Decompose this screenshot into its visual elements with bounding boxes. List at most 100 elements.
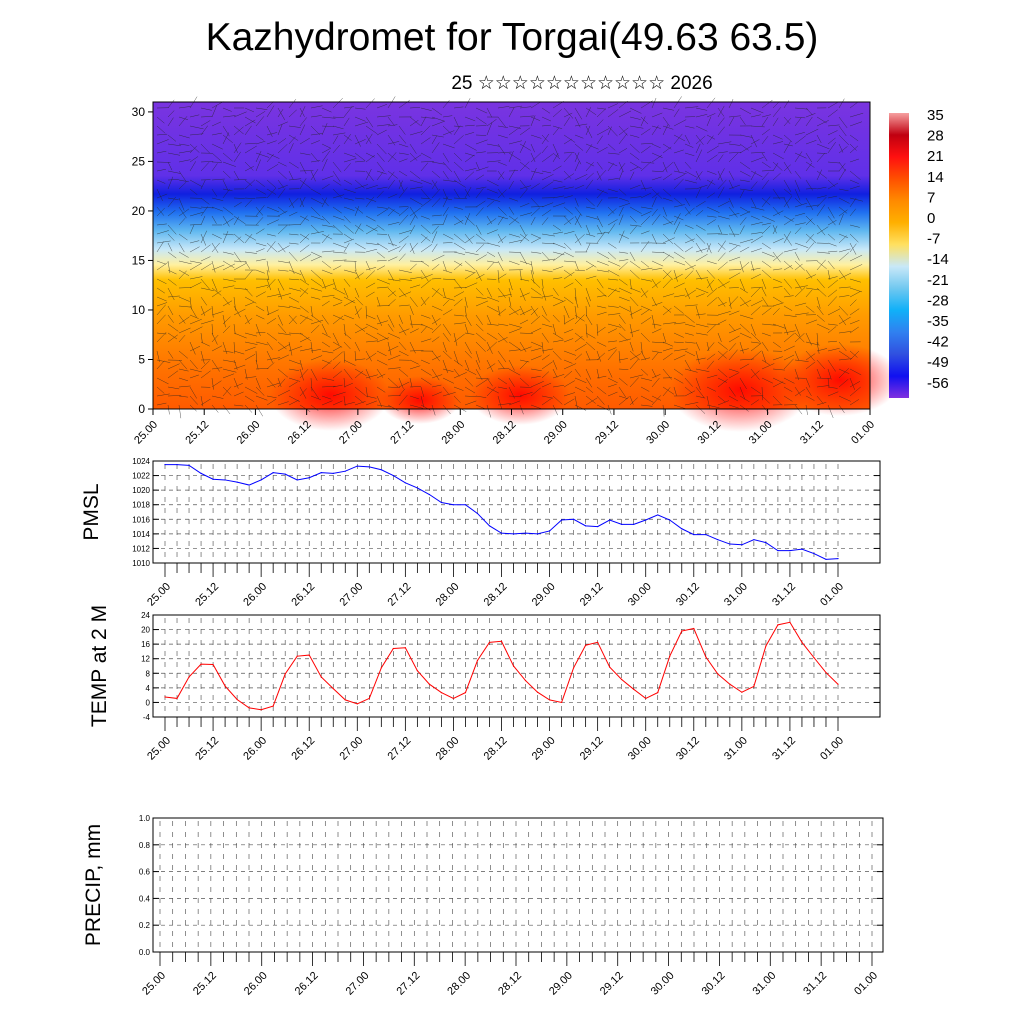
wind-barb — [475, 139, 488, 145]
wind-barb — [651, 97, 657, 109]
wind-barb — [530, 233, 541, 239]
wind-barb — [288, 346, 303, 352]
wind-barb — [838, 213, 844, 226]
wind-barb — [728, 245, 738, 253]
wind-barb — [178, 327, 191, 334]
wind-barb — [321, 269, 333, 275]
wind-barb — [673, 242, 684, 252]
wind-barb — [332, 144, 341, 154]
wind-barb — [761, 359, 770, 366]
wind-barb — [200, 116, 213, 118]
wind-barb — [200, 287, 214, 291]
wind-barb — [541, 361, 553, 370]
y-tick-label: 30 — [132, 105, 146, 119]
wind-barb — [618, 350, 621, 364]
wind-barb — [662, 161, 668, 173]
wind-barb — [354, 116, 366, 122]
wind-barb — [717, 179, 727, 190]
wind-barb — [684, 287, 691, 299]
wind-barb — [321, 314, 329, 325]
wind-barb — [706, 287, 718, 298]
wind-barb — [838, 163, 846, 172]
wind-barb — [849, 287, 863, 293]
wind-barb — [233, 377, 239, 389]
wind-barb — [464, 341, 472, 354]
wind-barb — [618, 396, 630, 406]
wind-barb — [475, 224, 482, 235]
wind-barb — [409, 296, 418, 307]
wind-barb — [519, 161, 530, 170]
wind-barb — [827, 137, 836, 145]
wind-barb — [816, 120, 829, 127]
wind-barb — [332, 170, 341, 182]
wind-barb — [618, 314, 626, 324]
wind-barb — [277, 287, 283, 300]
wind-barb — [387, 124, 398, 127]
wind-barb — [343, 341, 351, 350]
wind-barb — [453, 220, 464, 226]
wind-barb — [167, 143, 181, 147]
wind-barb — [321, 377, 335, 381]
wind-barb — [596, 350, 602, 362]
wind-barb — [695, 341, 701, 351]
wind-barb — [156, 296, 167, 302]
wind-barb — [486, 305, 499, 313]
wind-barb — [332, 242, 347, 249]
wind-barb — [497, 260, 504, 272]
x-tick-label: 31.12 — [770, 735, 798, 763]
wind-barb — [189, 156, 199, 163]
wind-barb — [695, 200, 706, 208]
wind-barb — [431, 374, 443, 379]
colorbar-label: 7 — [927, 189, 935, 206]
wind-barb — [453, 135, 464, 145]
wind-barb — [618, 161, 624, 172]
wind-barb — [618, 197, 629, 202]
wind-barb — [365, 305, 367, 319]
wind-barb — [662, 307, 672, 316]
wind-barb — [409, 107, 421, 109]
wind-barb — [519, 161, 530, 172]
pmsl-point — [320, 472, 322, 474]
wind-barb — [596, 305, 607, 309]
wind-barb — [420, 116, 435, 119]
wind-barb — [464, 386, 476, 394]
wind-barb — [695, 149, 703, 163]
wind-barb — [354, 368, 367, 377]
wind-barb — [332, 135, 339, 145]
wind-barb — [849, 242, 857, 255]
wind-barb — [398, 243, 407, 253]
wind-barb — [750, 350, 762, 361]
wind-barb — [255, 305, 265, 312]
wind-barb — [827, 233, 836, 241]
wind-barb — [508, 341, 521, 350]
wind-barb — [827, 377, 830, 388]
wind-barb — [343, 332, 352, 340]
wind-barb — [189, 386, 197, 399]
wind-barb — [332, 125, 344, 130]
wind-barb — [442, 130, 455, 136]
wind-barb — [497, 206, 507, 216]
wind-barb — [607, 188, 618, 193]
wind-barb — [376, 208, 389, 217]
wind-barb — [420, 273, 433, 280]
wind-barb — [365, 340, 378, 343]
wind-barb — [618, 251, 628, 254]
wind-barb — [233, 179, 247, 181]
temp-point — [789, 621, 791, 623]
wind-barb — [299, 197, 304, 208]
wind-barb — [255, 242, 267, 247]
wind-barb — [178, 269, 190, 276]
wind-barb — [255, 404, 263, 417]
wind-barb — [772, 341, 781, 348]
wind-barb — [354, 107, 366, 110]
wind-barb — [783, 295, 794, 298]
pmsl-point — [308, 477, 310, 479]
wind-barb — [409, 197, 423, 205]
wind-barb — [464, 296, 468, 308]
wind-barb — [728, 327, 741, 334]
wind-barb — [750, 343, 762, 352]
wind-barbs — [156, 96, 864, 419]
wind-barb — [299, 332, 312, 342]
wind-barb — [486, 218, 497, 226]
wind-barb — [772, 134, 783, 140]
